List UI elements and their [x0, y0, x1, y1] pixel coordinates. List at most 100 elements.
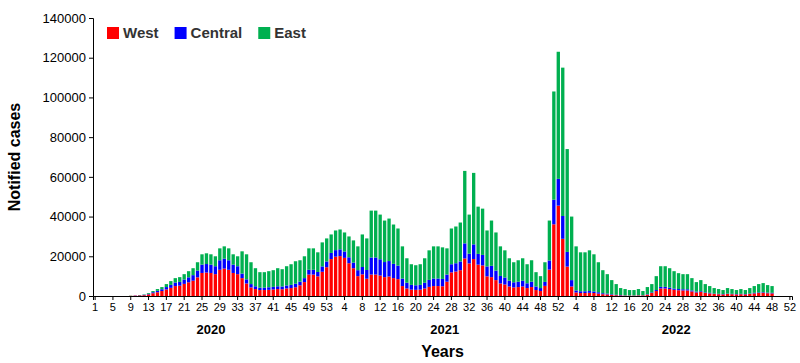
- bar-segment: [125, 296, 128, 297]
- x-tick-mark: [397, 296, 398, 300]
- bar-segment: [779, 296, 782, 297]
- x-tick-label: 41: [267, 301, 279, 313]
- bar-segment: [316, 252, 319, 272]
- bar-segment: [352, 240, 355, 262]
- bar-segment: [289, 288, 292, 296]
- x-tick: 32: [463, 296, 475, 313]
- bar-segment: [107, 296, 110, 297]
- x-tick-label: 32: [463, 301, 475, 313]
- bar-segment: [338, 256, 341, 296]
- bar-segment: [490, 266, 493, 277]
- bar-segment: [356, 276, 359, 296]
- bar-segment: [784, 296, 787, 297]
- bar-segment: [370, 275, 373, 296]
- bar-segment: [708, 286, 711, 293]
- bar-segment: [788, 296, 791, 297]
- bar-segment: [637, 289, 640, 295]
- legend-swatch: [107, 27, 119, 39]
- bar-segment: [191, 275, 194, 281]
- bar-segment: [436, 279, 439, 287]
- bar-segment: [588, 293, 591, 296]
- bar-segment: [160, 287, 163, 289]
- bar-segment: [321, 266, 324, 271]
- bar-segment: [227, 260, 230, 270]
- bar-segment: [574, 290, 577, 292]
- bar-segment: [525, 283, 528, 288]
- bar-segment: [552, 200, 555, 225]
- bar-segment: [316, 272, 319, 276]
- x-tick-mark: [130, 296, 131, 300]
- bar-segment: [356, 270, 359, 276]
- bar-segment: [748, 294, 751, 296]
- y-axis: 020000400006000080000100000120000140000: [43, 11, 94, 304]
- bar-segment: [370, 257, 373, 274]
- bar-segment: [503, 284, 506, 296]
- x-tick-mark: [415, 296, 416, 300]
- x-tick-label: 4: [341, 301, 347, 313]
- x-tick: 53: [321, 296, 333, 313]
- bar-segment: [699, 280, 702, 291]
- x-tick: 24: [427, 296, 439, 313]
- x-tick: 24: [659, 296, 671, 313]
- x-tick-label: 52: [552, 301, 564, 313]
- y-tick-label: 80000: [50, 130, 86, 145]
- bar-segment: [726, 288, 729, 294]
- bar-segment: [294, 284, 297, 288]
- bar-segment: [343, 232, 346, 251]
- bar-segment: [174, 282, 177, 286]
- x-tick-label: 16: [392, 301, 404, 313]
- bar-segment: [557, 206, 560, 296]
- bar-segment: [276, 286, 279, 289]
- bar-segment: [597, 292, 600, 293]
- bar-segment: [704, 284, 707, 292]
- bar-segment: [561, 216, 564, 239]
- bar-segment: [232, 254, 235, 264]
- x-tick: 21: [178, 296, 190, 313]
- bar-segment: [111, 296, 114, 297]
- bar-segment: [419, 285, 422, 290]
- x-tick-mark: [326, 296, 327, 300]
- bar-segment: [441, 279, 444, 286]
- y-tick-label: 100000: [43, 90, 86, 105]
- bar-segment: [200, 265, 203, 273]
- year-label: 2021: [430, 322, 459, 337]
- bar-segment: [610, 295, 613, 296]
- bar-segment: [713, 288, 716, 294]
- bar-segment: [454, 263, 457, 271]
- bar-segment: [534, 286, 537, 290]
- bar-segment: [739, 289, 742, 294]
- bar-segment: [494, 280, 497, 296]
- bar-segment: [583, 252, 586, 291]
- bar-segment: [312, 248, 315, 269]
- x-tick-mark: [576, 296, 577, 300]
- bar-segment: [325, 238, 328, 261]
- bar-segment: [272, 289, 275, 296]
- x-tick-mark: [593, 296, 594, 300]
- bar-segment: [784, 296, 787, 297]
- bar-segment: [378, 276, 381, 296]
- bar-segment: [619, 288, 622, 295]
- bar-segment: [356, 246, 359, 270]
- bar-segment: [245, 283, 248, 296]
- x-tick-label: 29: [214, 301, 226, 313]
- bar-segment: [334, 230, 337, 250]
- bar-segment: [436, 246, 439, 278]
- bar-segment: [396, 279, 399, 296]
- bar-segment: [205, 273, 208, 296]
- bar-segment: [539, 288, 542, 291]
- y-tick: 0: [79, 289, 93, 304]
- bar-segment: [307, 248, 310, 269]
- bar-segment: [574, 292, 577, 296]
- bar-segment: [156, 291, 159, 292]
- bar-segment: [521, 281, 524, 287]
- bar-segment: [303, 278, 306, 282]
- bar-segment: [423, 288, 426, 296]
- bar-segment: [102, 296, 105, 297]
- bar-segment: [753, 293, 756, 296]
- x-tick: 48: [766, 296, 778, 313]
- x-tick: 33: [232, 296, 244, 313]
- bar-segment: [343, 252, 346, 258]
- y-tick-mark: [89, 18, 93, 19]
- bar-segment: [517, 282, 520, 287]
- bar-segment: [432, 246, 435, 278]
